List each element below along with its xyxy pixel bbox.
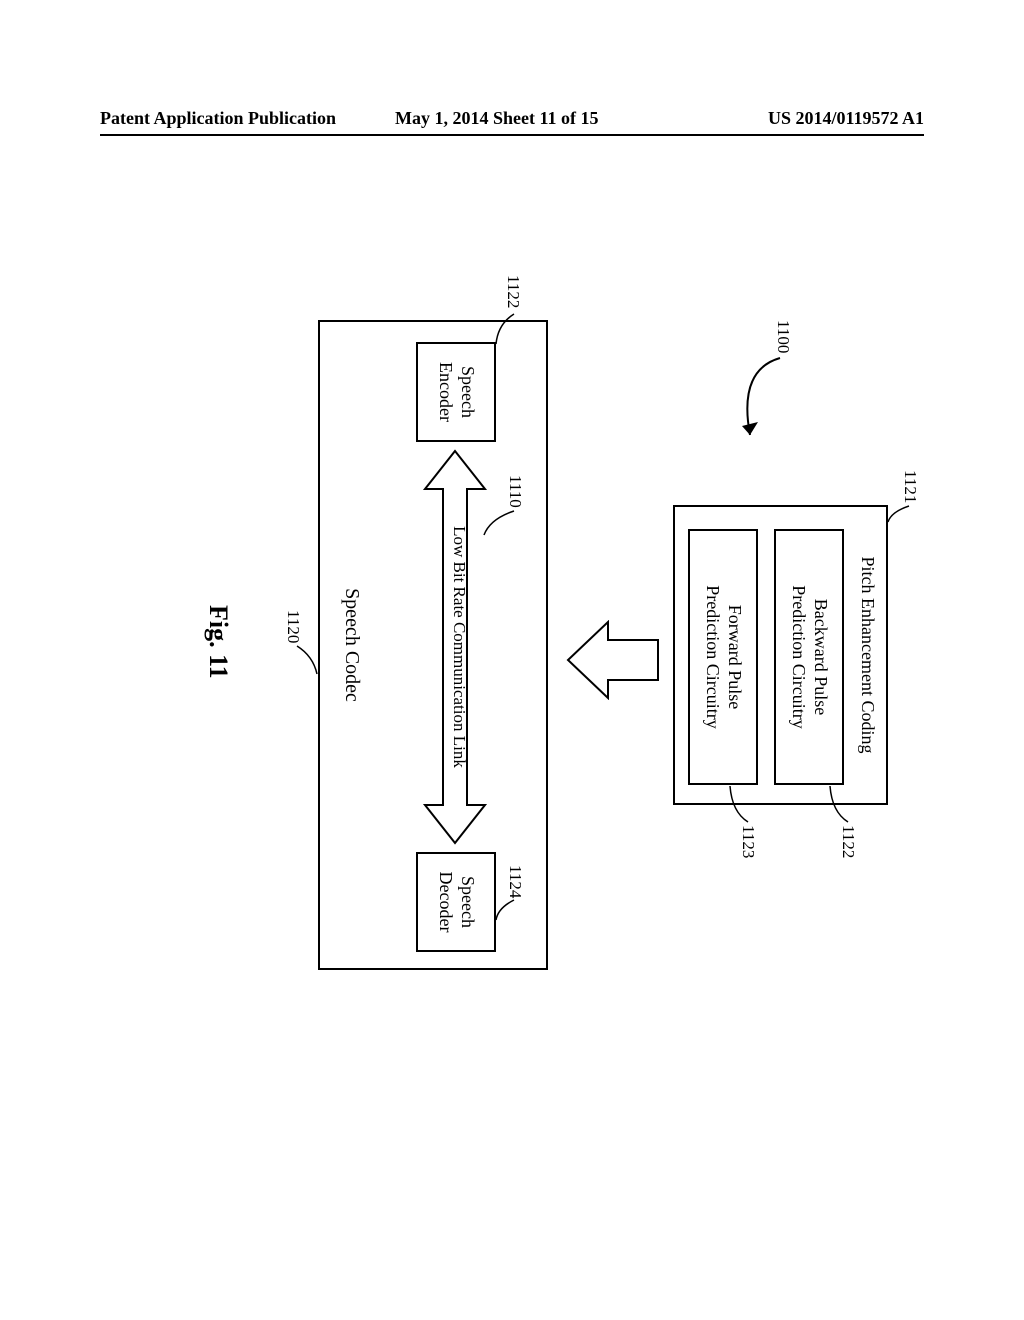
ref-1122-backward-leader (822, 782, 852, 826)
ref-1122-encoder: 1122 (503, 275, 523, 308)
comm-link-text: Low Bit Rate Communication Link (449, 452, 469, 842)
header-right: US 2014/0119572 A1 (768, 108, 924, 129)
ref-1123-leader (722, 782, 752, 826)
ref-1100: 1100 (773, 320, 793, 353)
speech-codec-title: Speech Codec (340, 322, 363, 968)
page-header: Patent Application Publication May 1, 20… (100, 108, 924, 136)
ref-1100-arrow (728, 350, 788, 450)
backward-pulse-text: Backward Pulse Prediction Circuitry (787, 585, 830, 728)
speech-decoder-text: Speech Decoder (434, 872, 477, 933)
down-arrow-icon (563, 620, 663, 700)
pitch-enhancement-title: Pitch Enhancement Coding (857, 507, 886, 803)
header-left: Patent Application Publication (100, 108, 336, 129)
speech-decoder-box: Speech Decoder (416, 852, 496, 952)
speech-encoder-box: Speech Encoder (416, 342, 496, 442)
ref-1124-leader (488, 890, 518, 930)
figure-11-diagram: 1100 Pitch Enhancement Coding Backward P… (118, 330, 888, 960)
figure-caption: Fig. 11 (203, 605, 233, 679)
ref-1123: 1123 (738, 825, 758, 858)
header-center: May 1, 2014 Sheet 11 of 15 (395, 108, 598, 129)
ref-1122-encoder-leader (488, 310, 518, 350)
speech-encoder-text: Speech Encoder (434, 362, 477, 422)
forward-pulse-text: Forward Pulse Prediction Circuitry (701, 585, 744, 728)
ref-1110-leader (478, 505, 518, 545)
ref-1120: 1120 (283, 610, 303, 643)
forward-pulse-box: Forward Pulse Prediction Circuitry (688, 529, 758, 785)
ref-1110: 1110 (505, 475, 525, 508)
ref-1122-backward: 1122 (838, 825, 858, 858)
ref-1121-leader (883, 500, 913, 540)
ref-1121: 1121 (900, 470, 920, 503)
pitch-enhancement-box: Pitch Enhancement Coding Backward Pulse … (673, 505, 888, 805)
backward-pulse-box: Backward Pulse Prediction Circuitry (774, 529, 844, 785)
ref-1120-leader (293, 640, 323, 680)
